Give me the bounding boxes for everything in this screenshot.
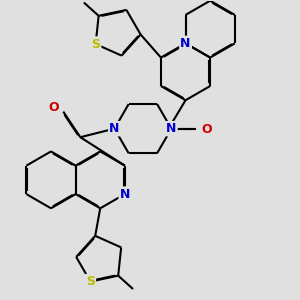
Text: S: S (86, 275, 95, 288)
Text: N: N (120, 188, 130, 201)
Text: S: S (91, 38, 100, 51)
Text: N: N (180, 37, 191, 50)
Text: N: N (166, 122, 176, 135)
Text: O: O (48, 101, 58, 114)
Text: O: O (201, 123, 212, 136)
Text: N: N (109, 122, 120, 135)
